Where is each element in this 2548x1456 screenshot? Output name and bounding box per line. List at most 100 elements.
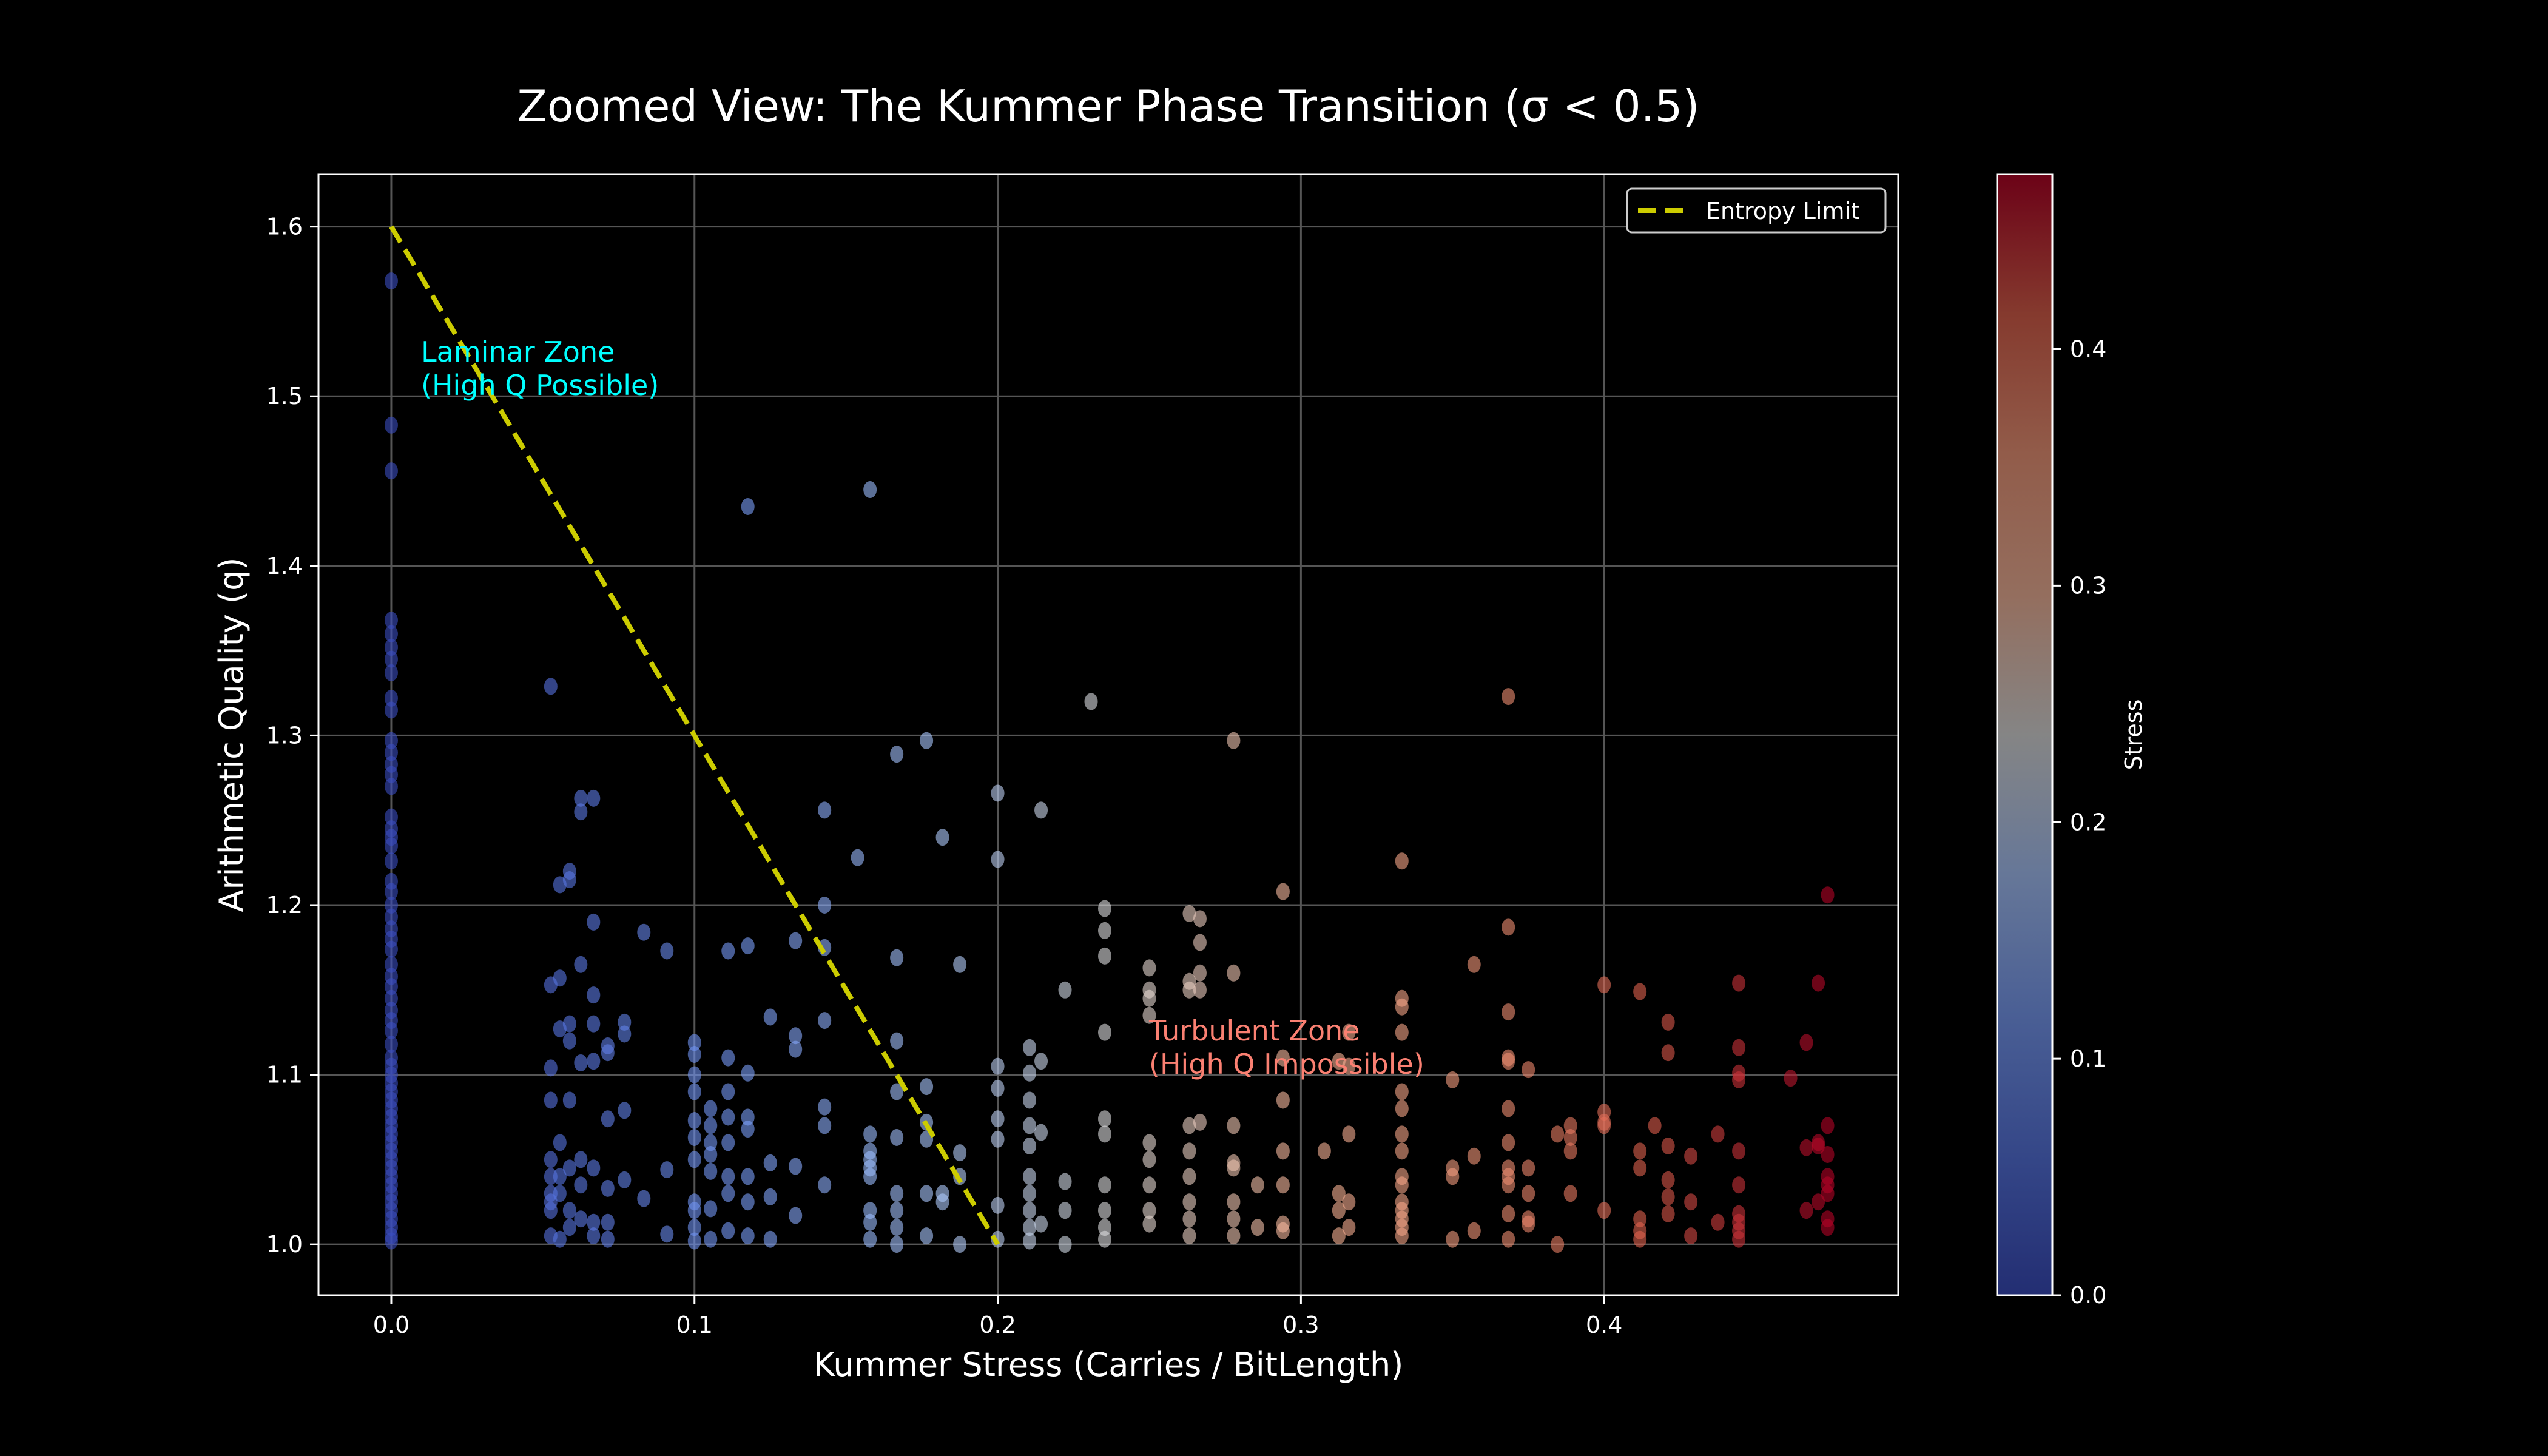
data-point <box>920 732 934 749</box>
data-point <box>863 481 877 499</box>
data-point <box>587 789 601 807</box>
data-point <box>1799 1202 1813 1219</box>
data-point <box>1142 959 1156 977</box>
data-point <box>1276 1049 1290 1067</box>
data-point <box>1142 1215 1156 1233</box>
data-point <box>601 1044 615 1062</box>
data-point <box>1227 1159 1241 1177</box>
colorbar-tick-label: 0.2 <box>2070 809 2106 835</box>
data-point <box>1684 1147 1698 1165</box>
data-point <box>991 1079 1005 1097</box>
data-point <box>890 1202 904 1219</box>
data-point <box>544 678 558 695</box>
data-point <box>618 1171 632 1188</box>
data-point <box>851 849 864 866</box>
data-point <box>991 1110 1005 1128</box>
data-point <box>574 1176 588 1194</box>
data-point <box>1684 1227 1698 1245</box>
data-point <box>1711 1213 1725 1231</box>
data-point <box>660 1225 674 1243</box>
data-point <box>1563 1142 1577 1160</box>
data-point <box>890 949 904 966</box>
data-point <box>384 896 398 914</box>
data-point <box>618 1102 632 1119</box>
y-tick-label: 1.6 <box>266 214 303 240</box>
data-point <box>721 942 735 960</box>
data-point <box>687 1046 701 1063</box>
data-point <box>1058 1236 1072 1253</box>
data-point <box>1502 1205 1515 1222</box>
data-point <box>704 1100 718 1117</box>
data-point <box>384 766 398 783</box>
data-point <box>1182 1227 1196 1245</box>
annotation-line: Turbulent Zone <box>1148 1014 1360 1047</box>
data-point <box>384 625 398 642</box>
data-point <box>1502 1176 1515 1194</box>
data-point <box>1812 1193 1825 1211</box>
y-tick-label: 1.1 <box>266 1062 303 1088</box>
data-point <box>920 1185 934 1202</box>
data-point <box>1227 1210 1241 1228</box>
data-point <box>704 1145 718 1163</box>
data-point <box>1332 1227 1346 1245</box>
data-point <box>1551 1236 1565 1253</box>
x-tick-label: 0.3 <box>1282 1312 1319 1338</box>
data-point <box>1332 1185 1346 1202</box>
data-point <box>384 883 398 900</box>
data-point <box>789 1207 803 1224</box>
data-point <box>1142 989 1156 1007</box>
colorbar-ticks: 0.0 0.1 0.2 0.3 0.4 <box>2052 336 2106 1309</box>
data-point <box>1142 1151 1156 1168</box>
data-point <box>1684 1193 1698 1211</box>
data-point <box>1395 1023 1409 1041</box>
data-point <box>1799 1139 1813 1156</box>
data-point <box>1023 1137 1037 1154</box>
data-point <box>1227 732 1241 749</box>
data-point <box>587 1015 601 1033</box>
data-point <box>1023 1232 1037 1250</box>
data-point <box>818 1098 832 1116</box>
data-point <box>890 1185 904 1202</box>
data-point <box>1098 1176 1112 1194</box>
data-point <box>1633 1210 1647 1228</box>
data-point <box>953 1236 967 1253</box>
data-point <box>384 908 398 926</box>
data-point <box>1661 1188 1675 1205</box>
data-point <box>637 1190 651 1207</box>
data-point <box>1250 1176 1264 1194</box>
x-axis-label: Kummer Stress (Carries / BitLength) <box>814 1346 1404 1384</box>
data-point <box>741 1108 755 1126</box>
data-point <box>562 1032 576 1050</box>
data-point <box>1732 974 1746 992</box>
data-point <box>863 1202 877 1219</box>
data-point <box>1661 1171 1675 1188</box>
chart-title: Zoomed View: The Kummer Phase Transition… <box>517 81 1700 132</box>
data-point <box>1058 1202 1072 1219</box>
data-points <box>384 272 1835 1253</box>
data-point <box>384 778 398 795</box>
data-point <box>1182 981 1196 999</box>
data-point <box>1276 1091 1290 1109</box>
data-point <box>1732 1230 1746 1248</box>
data-point <box>553 969 567 987</box>
data-point <box>704 1200 718 1218</box>
data-point <box>1276 1222 1290 1239</box>
data-point <box>384 940 398 958</box>
data-point <box>1034 1053 1048 1070</box>
data-point <box>1034 1124 1048 1141</box>
data-point <box>953 1144 967 1162</box>
data-point <box>1342 1193 1356 1211</box>
data-point <box>687 1232 701 1250</box>
data-point <box>384 956 398 973</box>
data-point <box>1182 1117 1196 1134</box>
data-point <box>1342 1125 1356 1143</box>
data-point <box>601 1230 615 1248</box>
data-point <box>1098 947 1112 965</box>
data-point <box>384 639 398 656</box>
legend-label: Entropy Limit <box>1706 198 1860 224</box>
data-point <box>384 689 398 707</box>
data-point <box>1098 1023 1112 1041</box>
y-tick-label: 1.3 <box>266 722 303 749</box>
y-axis-ticks: 1.0 1.1 1.2 1.3 1.4 1.5 1.6 <box>266 214 318 1258</box>
